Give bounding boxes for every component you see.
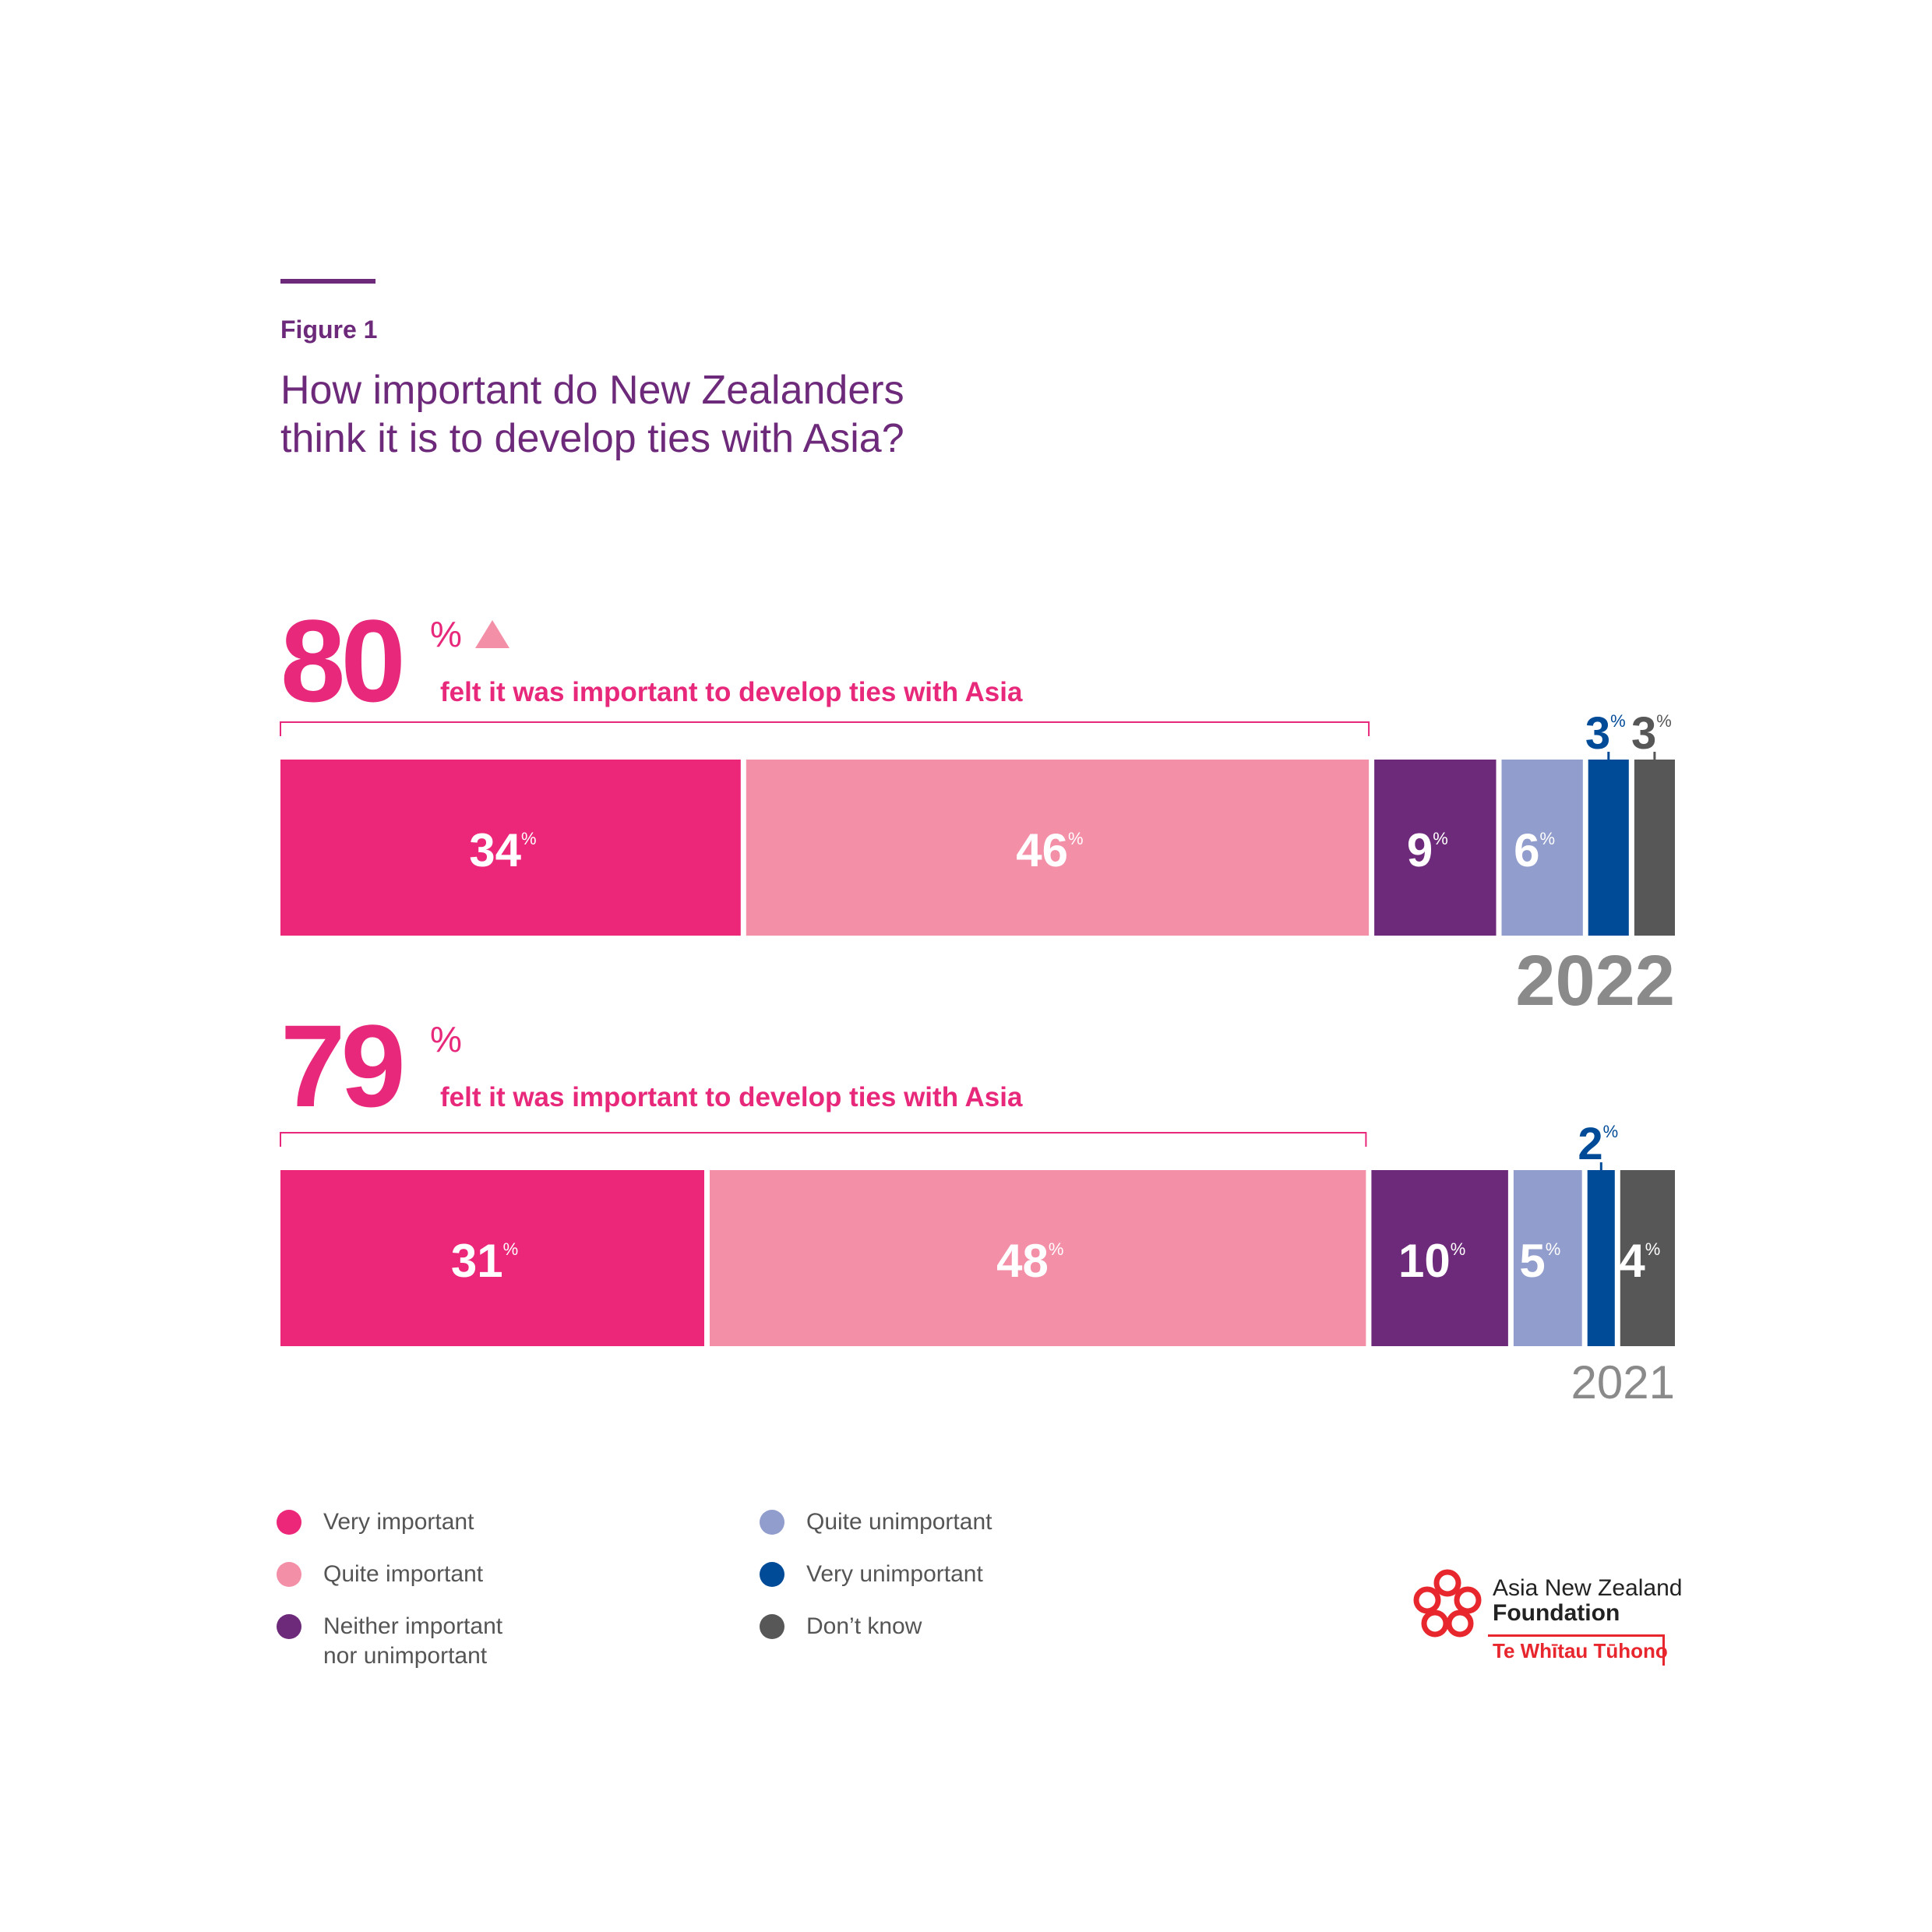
series-2022: 34% 46% 9% 6%3% 3%80 %felt it was important t… — [280, 595, 1675, 1021]
bar-2021-quite-unimportant — [1513, 1170, 1582, 1346]
series-2021: 31% 48% 10% 5%2%4%79 %felt it was important … — [280, 1000, 1675, 1408]
logo-text-line-3: Te Whītau Tūhono — [1493, 1639, 1668, 1662]
value-label-2022-very-unimportant: 3% — [1585, 708, 1626, 759]
headline-percent-2021: % — [430, 1019, 462, 1059]
bar-2022-very-important — [280, 760, 741, 936]
bar-2021-quite-important — [710, 1170, 1366, 1346]
importance-bracket-2022 — [280, 721, 1370, 736]
bar-2022-quite-unimportant — [1501, 760, 1583, 936]
bar-2021-dont-know — [1620, 1170, 1675, 1346]
stacked-bar-chart: 34% 46% 9% 6%3% 3%80 %felt it was important t… — [280, 595, 1675, 1408]
percent-sign-2021-quite-unimportant: % — [1546, 1239, 1561, 1259]
year-label-2022: 2022 — [1515, 941, 1675, 1021]
logo-text-line-1: Asia New Zealand — [1493, 1575, 1683, 1601]
percent-sign-2022-very-important: % — [521, 829, 537, 848]
logo-tick — [1662, 1634, 1665, 1666]
bar-2022-quite-important — [746, 760, 1370, 936]
legend-item-very-important: Very important — [277, 1507, 573, 1537]
percent-sign-2021-very-unimportant: % — [1603, 1122, 1619, 1141]
percent-sign-2022-quite-important: % — [1068, 829, 1084, 848]
percent-sign-2022-very-unimportant: % — [1610, 711, 1626, 731]
percent-sign-2022-quite-unimportant: % — [1540, 829, 1556, 848]
legend-label-very-unimportant: Very unimportant — [806, 1561, 983, 1587]
percent-sign-2022-neither: % — [1433, 829, 1448, 848]
bar-2021-neither — [1371, 1170, 1508, 1346]
figure-label: Figure 1 — [280, 316, 378, 344]
bar-2021-very-unimportant — [1587, 1170, 1615, 1346]
asia-nz-foundation-logo: Asia New Zealand Foundation Te Whītau Tū… — [1410, 1566, 1683, 1683]
legend-column-1: Very important Quite important Neither i… — [277, 1507, 573, 1694]
headline-text-2022: felt it was important to develop ties wi… — [440, 677, 1023, 707]
legend-swatch-quite-unimportant — [760, 1510, 784, 1535]
percent-sign-2022-dont-know: % — [1656, 711, 1672, 731]
legend-swatch-very-important — [277, 1510, 301, 1535]
headline-percent-2022: % — [430, 614, 462, 654]
importance-bracket-2021 — [280, 1132, 1367, 1147]
bar-2022-dont-know — [1634, 760, 1675, 936]
logo-text-line-2: Foundation — [1493, 1600, 1620, 1626]
headline-value-2021: 79 — [280, 1000, 401, 1131]
legend-item-very-unimportant: Very unimportant — [760, 1560, 1056, 1589]
legend-label-quite-unimportant: Quite unimportant — [806, 1509, 992, 1535]
percent-sign-2021-quite-important: % — [1049, 1239, 1064, 1259]
figure-title-line-2: think it is to develop ties with Asia? — [280, 416, 904, 461]
headline-value-2022: 80 — [280, 595, 401, 726]
legend-item-quite-unimportant: Quite unimportant — [760, 1507, 1056, 1537]
knot-logo-icon — [1413, 1569, 1482, 1638]
bar-2022-neither — [1374, 760, 1497, 936]
legend-label-dont-know: Don’t know — [806, 1613, 922, 1639]
year-label-2021: 2021 — [1571, 1356, 1675, 1408]
legend-item-dont-know: Don’t know — [760, 1612, 1056, 1641]
bar-2022-very-unimportant — [1588, 760, 1629, 936]
value-label-2021-very-unimportant: 2% — [1578, 1119, 1618, 1169]
trend-up-icon — [475, 620, 509, 648]
accent-rule — [280, 279, 375, 284]
percent-sign-2021-neither: % — [1451, 1239, 1466, 1259]
headline-text-2021: felt it was important to develop ties wi… — [440, 1082, 1023, 1112]
figure-title-line-1: How important do New Zealanders — [280, 368, 904, 413]
figure-title: How important do New Zealanders think it… — [280, 366, 1059, 463]
percent-sign-2021-very-important: % — [503, 1239, 519, 1259]
legend-swatch-neither — [277, 1614, 301, 1639]
legend-column-2: Quite unimportant Very unimportant Don’t… — [760, 1507, 1056, 1664]
legend-label-quite-important: Quite important — [323, 1561, 484, 1587]
value-label-2022-dont-know: 3% — [1631, 708, 1672, 759]
legend-swatch-quite-important — [277, 1562, 301, 1587]
legend-label-neither: Neither important nor unimportant — [323, 1613, 503, 1669]
percent-sign-2021-dont-know: % — [1645, 1239, 1661, 1259]
legend-swatch-dont-know — [760, 1614, 784, 1639]
bar-2021-very-important — [280, 1170, 704, 1346]
legend-label-very-important: Very important — [323, 1509, 474, 1535]
legend-swatch-very-unimportant — [760, 1562, 784, 1587]
legend-item-neither: Neither important nor unimportant — [277, 1612, 573, 1671]
legend-item-quite-important: Quite important — [277, 1560, 573, 1589]
logo-rule — [1488, 1634, 1664, 1637]
